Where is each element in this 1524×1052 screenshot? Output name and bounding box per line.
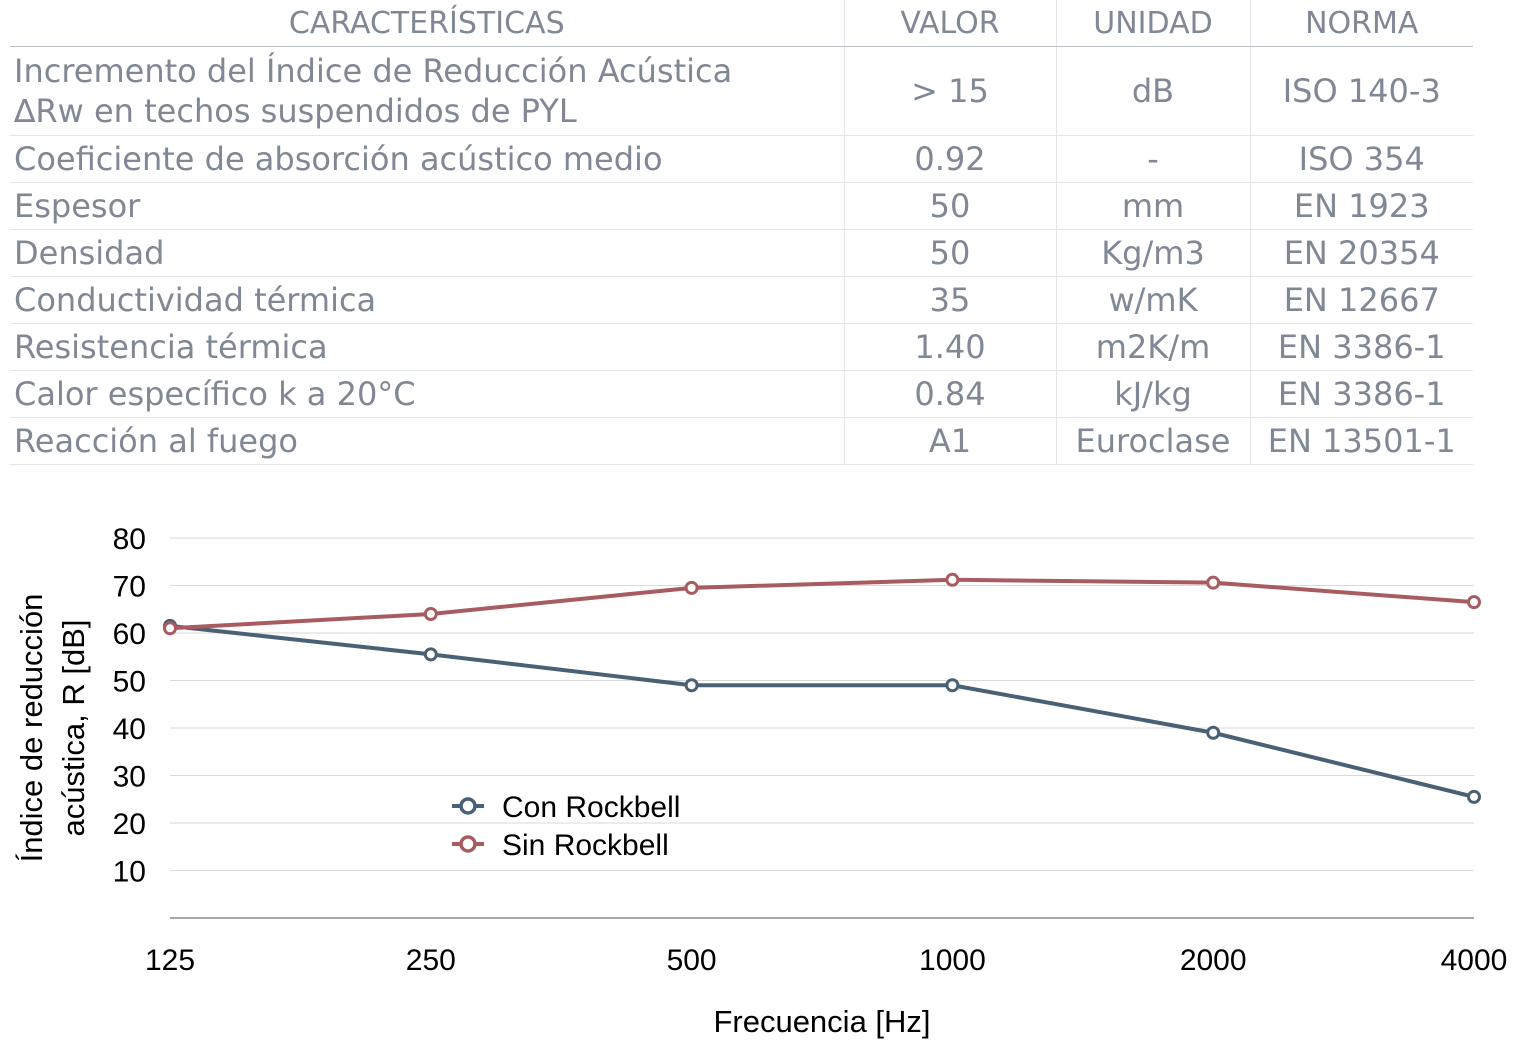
- header-norma: NORMA: [1249, 0, 1473, 47]
- row-value: A1: [843, 417, 1056, 465]
- row-unit: Euroclase: [1055, 417, 1250, 465]
- sound-reduction-chart: 10 20 30 40 50 60 70 80 125 250 500 1000 2000 4000 C…: [14, 523, 1507, 1039]
- header-unidad: UNIDAD: [1055, 0, 1250, 47]
- y-tick-label: 70: [113, 571, 146, 604]
- y-tick-label: 80: [113, 523, 146, 556]
- row-standard: EN 13501-1: [1249, 417, 1473, 465]
- series-sin-rockbell: [163, 572, 1481, 636]
- data-point: [423, 647, 438, 662]
- table-row: Coeficiente de absorción acústico medio …: [10, 135, 1473, 183]
- y-axis-title: Índice de reducción acústica, R [dB]: [14, 594, 91, 863]
- row-standard: EN 12667: [1249, 276, 1473, 324]
- x-tick-label: 500: [667, 944, 717, 977]
- row-value: 0.84: [843, 370, 1056, 418]
- table-row: Reacción al fuego A1 Euroclase EN 13501-…: [10, 417, 1473, 465]
- x-tick-label: 125: [145, 944, 195, 977]
- x-tick-label: 4000: [1441, 944, 1508, 977]
- header-caracteristicas: CARACTERÍSTICAS: [10, 0, 844, 47]
- data-point: [684, 580, 699, 595]
- row-value: 0.92: [843, 135, 1056, 183]
- row-standard: EN 3386-1: [1249, 323, 1473, 371]
- data-point: [163, 621, 177, 636]
- x-tick-label: 1000: [919, 944, 986, 977]
- y-tick-label: 20: [113, 808, 146, 841]
- y-tick-label: 50: [113, 666, 146, 699]
- data-point: [684, 678, 699, 693]
- row-characteristic: Calor específico k a 20°C: [10, 370, 844, 418]
- data-point: [1206, 725, 1221, 740]
- row-unit: w/mK: [1055, 276, 1250, 324]
- row-unit: dB: [1055, 46, 1250, 136]
- table-header-row: CARACTERÍSTICAS VALOR UNIDAD NORMA: [10, 0, 1473, 47]
- row-characteristic: Densidad: [10, 229, 844, 277]
- row-value: 35: [843, 276, 1056, 324]
- y-axis-title-line: acústica, R [dB]: [56, 619, 91, 836]
- row-value: 1.40: [843, 323, 1056, 371]
- row-value: > 15: [843, 46, 1056, 136]
- data-point: [945, 678, 960, 693]
- row-standard: ISO 140-3: [1249, 46, 1473, 136]
- x-axis-title: Frecuencia [Hz]: [713, 1004, 930, 1039]
- x-tick-labels: 125 250 500 1000 2000 4000: [145, 944, 1507, 977]
- row-characteristic: Coeficiente de absorción acústico medio: [10, 135, 844, 183]
- legend-marker: [459, 797, 477, 815]
- table-row: Resistencia térmica 1.40 m2K/m EN 3386-1: [10, 323, 1473, 371]
- series-lines: [163, 572, 1481, 804]
- table-row: Densidad 50 Kg/m3 EN 20354: [10, 229, 1473, 277]
- row-unit: kJ/kg: [1055, 370, 1250, 418]
- data-point: [1467, 595, 1481, 610]
- spec-table: CARACTERÍSTICAS VALOR UNIDAD NORMA Incre…: [10, 0, 1473, 465]
- legend: Con Rockbell Sin Rockbell: [452, 791, 680, 862]
- row-standard: ISO 354: [1249, 135, 1473, 183]
- y-axis-title-line: Índice de reducción: [14, 594, 49, 863]
- row-unit: Kg/m3: [1055, 229, 1250, 277]
- table-row: Espesor 50 mm EN 1923: [10, 182, 1473, 230]
- row-characteristic: Incremento del Índice de Reducción Acúst…: [10, 46, 844, 136]
- series-line: [169, 623, 1475, 799]
- row-characteristic-text: Incremento del Índice de Reducción Acúst…: [14, 52, 733, 130]
- row-value: 50: [843, 229, 1056, 277]
- series-line: [169, 577, 1475, 631]
- data-point: [1206, 575, 1221, 590]
- data-point: [1467, 789, 1481, 804]
- row-characteristic: Reacción al fuego: [10, 417, 844, 465]
- grid-lines: [170, 537, 1474, 919]
- data-point: [423, 607, 438, 621]
- x-tick-label: 250: [406, 944, 456, 977]
- table-row: Conductividad térmica 35 w/mK EN 12667: [10, 276, 1473, 324]
- y-tick-label: 30: [113, 761, 146, 794]
- row-unit: m2K/m: [1055, 323, 1250, 371]
- row-characteristic: Espesor: [10, 182, 844, 230]
- row-value: 50: [843, 182, 1056, 230]
- legend-label: Con Rockbell: [502, 791, 680, 824]
- x-tick-label: 2000: [1180, 944, 1247, 977]
- y-tick-label: 40: [113, 713, 146, 746]
- y-tick-label: 10: [113, 856, 146, 889]
- row-characteristic: Conductividad térmica: [10, 276, 844, 324]
- row-unit: -: [1055, 135, 1250, 183]
- table-row: Incremento del Índice de Reducción Acúst…: [10, 46, 1473, 136]
- y-tick-label: 60: [113, 618, 146, 651]
- header-valor: VALOR: [843, 0, 1056, 47]
- row-standard: EN 1923: [1249, 182, 1473, 230]
- row-unit: mm: [1055, 182, 1250, 230]
- row-standard: EN 20354: [1249, 229, 1473, 277]
- table-row: Calor específico k a 20°C 0.84 kJ/kg EN …: [10, 370, 1473, 418]
- data-point: [945, 572, 960, 587]
- y-tick-labels: 10 20 30 40 50 60 70 80: [113, 523, 146, 889]
- legend-marker: [459, 835, 477, 853]
- row-characteristic: Resistencia térmica: [10, 323, 844, 371]
- legend-label: Sin Rockbell: [502, 829, 669, 862]
- row-standard: EN 3386-1: [1249, 370, 1473, 418]
